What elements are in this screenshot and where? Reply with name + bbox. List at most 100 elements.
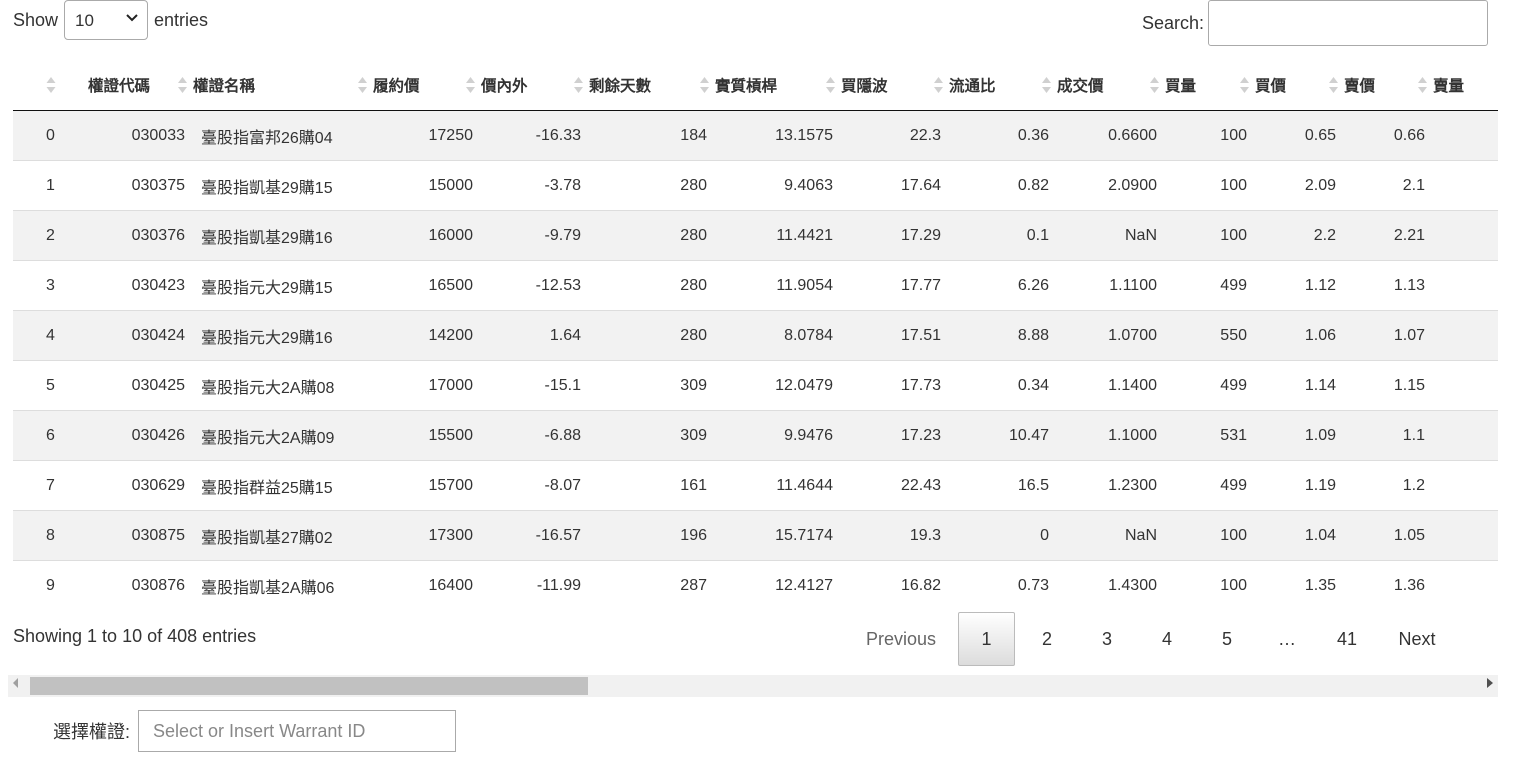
- table-cell: 1.06: [1255, 310, 1344, 361]
- page-button-41[interactable]: 41: [1336, 628, 1358, 649]
- table-cell: 030376: [88, 210, 193, 261]
- table-viewport: 權證代碼 權證名稱 履約價 價內外 剩餘天數 實質槓桿 買隱波 流通比 成交價 買量 買價 賣價 賣量 …: [13, 60, 1498, 606]
- table-cell: 0.65: [1255, 110, 1344, 161]
- table-cell: 1.07: [1344, 310, 1433, 361]
- column-header[interactable]: 權證名稱: [193, 60, 373, 111]
- search-input[interactable]: [1208, 0, 1488, 46]
- page-button-5[interactable]: 5: [1221, 628, 1232, 649]
- table-cell: 臺股指元大2A購09: [193, 410, 373, 461]
- column-header[interactable]: 履約價: [373, 60, 481, 111]
- table-row[interactable]: 7 030629 臺股指群益25購15 15700 -8.07 161 11.4644 22.…: [13, 460, 1498, 511]
- column-header[interactable]: 買價: [1255, 60, 1344, 111]
- page-button-2[interactable]: 2: [1041, 628, 1052, 649]
- table-row[interactable]: 2 030376 臺股指凱基29購16 16000 -9.79 280 11.4421 17.…: [13, 210, 1498, 261]
- table-row[interactable]: 0 030033 臺股指富邦26購04 17250 -16.33 184 13.1575 22…: [13, 110, 1498, 161]
- table-cell: 臺股指元大29購16: [193, 310, 373, 361]
- column-header[interactable]: 成交價: [1057, 60, 1165, 111]
- table-cell: -6.88: [481, 410, 589, 461]
- column-header[interactable]: 實質槓桿: [715, 60, 841, 111]
- table-cell: 2.0900: [1057, 160, 1165, 211]
- sort-both-icon: [1329, 77, 1338, 93]
- table-cell: 17.73: [841, 360, 949, 411]
- table-cell: 9: [13, 560, 88, 606]
- table-row[interactable]: 6 030426 臺股指元大2A購09 15500 -6.88 309 9.9476 17.2…: [13, 410, 1498, 461]
- table-cell: 184: [589, 110, 715, 161]
- table-cell: 2.09: [1255, 160, 1344, 211]
- sort-both-icon: [1150, 77, 1159, 93]
- column-header-label: 買價: [1255, 78, 1287, 95]
- table-row[interactable]: 1 030375 臺股指凱基29購15 15000 -3.78 280 9.4063 17.6…: [13, 160, 1498, 211]
- table-cell: 1.36: [1344, 560, 1433, 606]
- table-header: 權證代碼 權證名稱 履約價 價內外 剩餘天數 實質槓桿 買隱波 流通比 成交價 買量 買價 賣價 賣量: [13, 60, 1498, 111]
- table-cell: 287: [589, 560, 715, 606]
- table-cell: -12.53: [481, 260, 589, 311]
- table-cell: 0.36: [949, 110, 1057, 161]
- table-cell: 0.66: [1344, 110, 1433, 161]
- length-control: Show 10 entries: [13, 0, 208, 40]
- column-header[interactable]: 買隱波: [841, 60, 949, 111]
- table-cell: 15500: [373, 410, 481, 461]
- table-row[interactable]: 3 030423 臺股指元大29購15 16500 -12.53 280 11.9054 17…: [13, 260, 1498, 311]
- previous-button[interactable]: Previous: [865, 628, 937, 649]
- table-cell: 16.5: [949, 460, 1057, 511]
- table-cell: 1.1: [1344, 410, 1433, 461]
- column-header-label: 成交價: [1057, 78, 1104, 95]
- table-cell: 8.88: [949, 310, 1057, 361]
- page-button-1[interactable]: 1: [958, 612, 1015, 666]
- scroll-right-icon[interactable]: [1487, 678, 1493, 691]
- table-cell: -9.79: [481, 210, 589, 261]
- scroll-left-icon[interactable]: [13, 678, 19, 691]
- sort-both-icon: [178, 77, 187, 93]
- scrollbar-thumb[interactable]: [30, 677, 588, 695]
- page-button-3[interactable]: 3: [1101, 628, 1112, 649]
- column-header[interactable]: 賣量: [1433, 60, 1498, 111]
- table-row[interactable]: 5 030425 臺股指元大2A購08 17000 -15.1 309 12.0479 17.…: [13, 360, 1498, 411]
- table-cell: 4: [1433, 260, 1498, 311]
- length-select-wrap[interactable]: 10: [58, 0, 154, 40]
- horizontal-scrollbar[interactable]: [8, 675, 1498, 697]
- table-cell: 030423: [88, 260, 193, 311]
- column-header[interactable]: 賣價: [1344, 60, 1433, 111]
- warrant-id-input[interactable]: [138, 710, 457, 752]
- table-cell: 14200: [373, 310, 481, 361]
- table-cell: 4: [1433, 360, 1498, 411]
- page-length-select[interactable]: 10: [64, 0, 149, 40]
- table-cell: 17000: [373, 360, 481, 411]
- table-cell: 12.0479: [715, 360, 841, 411]
- table-row[interactable]: 9 030876 臺股指凱基2A購06 16400 -11.99 287 12.4127 16…: [13, 560, 1498, 606]
- table-cell: 8: [13, 510, 88, 561]
- table-cell: 17.23: [841, 410, 949, 461]
- column-header[interactable]: 買量: [1165, 60, 1255, 111]
- page-button-4[interactable]: 4: [1161, 628, 1172, 649]
- column-header-label: 履約價: [373, 78, 420, 95]
- table-cell: 11.9054: [715, 260, 841, 311]
- table-cell: 100: [1165, 210, 1255, 261]
- next-button[interactable]: Next: [1398, 628, 1436, 649]
- table-cell: 2.1: [1344, 160, 1433, 211]
- warrant-picker: 選擇權證:: [53, 710, 457, 752]
- table-cell: 1.09: [1255, 410, 1344, 461]
- column-header[interactable]: 價內外: [481, 60, 589, 111]
- table-cell: 030426: [88, 410, 193, 461]
- sort-both-icon: [1418, 77, 1427, 93]
- column-header[interactable]: 剩餘天數: [589, 60, 715, 111]
- column-header-label: 權證名稱: [193, 78, 256, 95]
- table-cell: 1: [1433, 560, 1498, 606]
- column-header[interactable]: 權證代碼: [88, 60, 193, 111]
- table-cell: 17.64: [841, 160, 949, 211]
- table-cell: 0.1: [949, 210, 1057, 261]
- table-cell: 6.26: [949, 260, 1057, 311]
- column-header[interactable]: 流通比: [949, 60, 1057, 111]
- sort-both-icon: [574, 77, 583, 93]
- table-cell: 4: [1433, 310, 1498, 361]
- table-cell: 17.77: [841, 260, 949, 311]
- table-cell: 030629: [88, 460, 193, 511]
- table-cell: 280: [589, 160, 715, 211]
- table-cell: -3.78: [481, 160, 589, 211]
- table-cell: 280: [589, 260, 715, 311]
- table-row[interactable]: 4 030424 臺股指元大29購16 14200 1.64 280 8.0784 17.51…: [13, 310, 1498, 361]
- table-row[interactable]: 8 030875 臺股指凱基27購02 17300 -16.57 196 15.7174 19…: [13, 510, 1498, 561]
- table-cell: 1: [1433, 210, 1498, 261]
- column-header[interactable]: [13, 60, 88, 111]
- table-cell: 0.34: [949, 360, 1057, 411]
